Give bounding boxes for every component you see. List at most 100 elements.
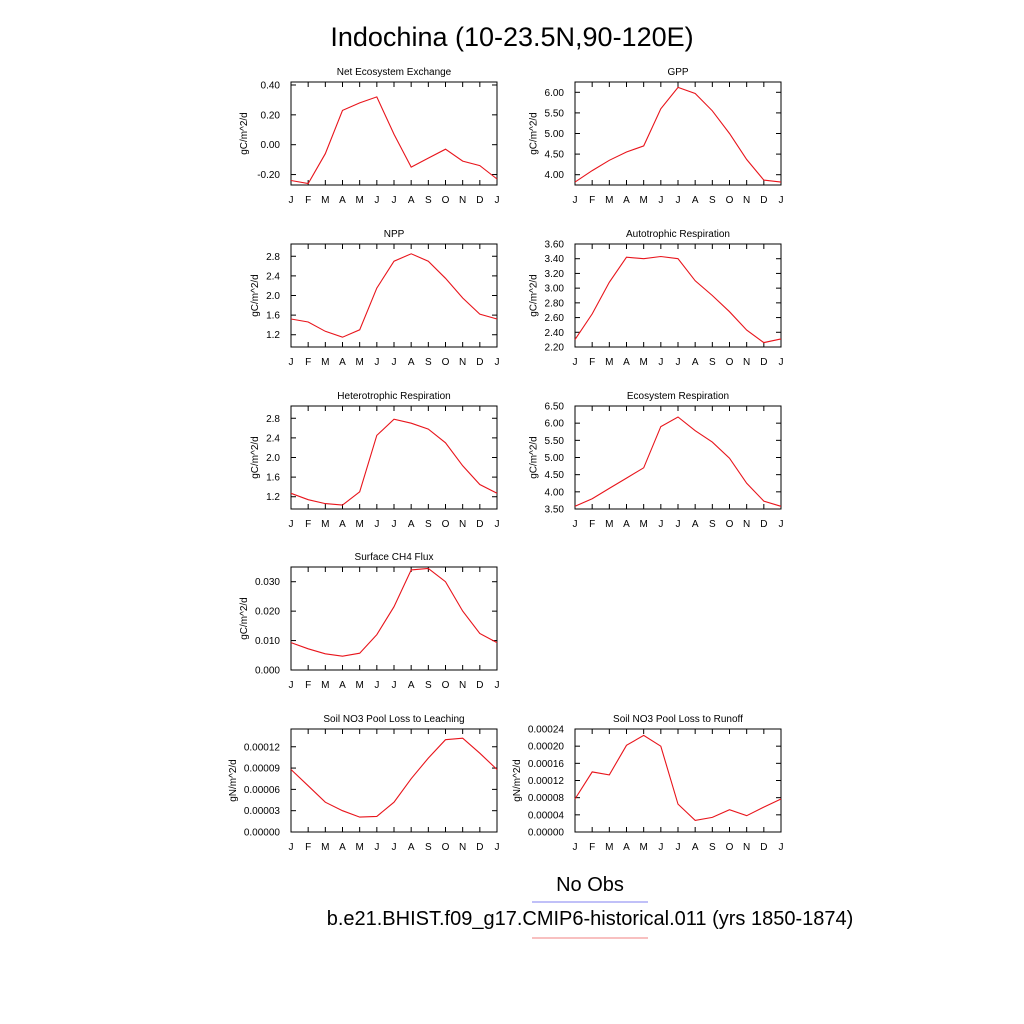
x-tick-label: J: [374, 519, 379, 530]
y-tick-label: 6.50: [545, 402, 565, 413]
x-tick-label: J: [779, 357, 784, 368]
x-tick-label: O: [442, 195, 450, 206]
x-tick-label: J: [779, 195, 784, 206]
legend: No Obs b.e21.BHIST.f09_g17.CMIP6-histori…: [327, 874, 854, 939]
series-line: [290, 567, 498, 657]
x-tick-label: D: [476, 357, 483, 368]
y-tick-label: 0.20: [261, 110, 281, 121]
x-tick-label: S: [425, 195, 432, 206]
x-tick-label: S: [425, 842, 432, 853]
x-tick-label: S: [425, 519, 432, 530]
y-tick-label: 1.6: [266, 311, 280, 322]
x-tick-label: D: [476, 519, 483, 530]
y-tick-label: 0.030: [255, 577, 280, 588]
x-tick-label: S: [709, 357, 716, 368]
y-tick-label: 5.50: [545, 108, 565, 119]
x-tick-label: J: [495, 357, 500, 368]
x-tick-label: J: [495, 680, 500, 691]
plot-frame: [574, 81, 782, 186]
y-tick-label: 3.50: [545, 505, 565, 516]
y-tick-label: 0.010: [255, 636, 280, 647]
x-tick-label: M: [321, 357, 329, 368]
x-tick-label: J: [392, 195, 397, 206]
y-tick-label: 2.4: [266, 433, 280, 444]
series-line: [574, 734, 782, 821]
x-tick-label: N: [459, 195, 466, 206]
y-tick-label: 6.00: [545, 419, 565, 430]
x-tick-label: J: [573, 519, 578, 530]
y-axis-label: gC/m^2/d: [529, 274, 540, 317]
x-tick-label: A: [408, 195, 415, 206]
y-tick-label: 2.60: [545, 313, 565, 324]
y-axis-label: gC/m^2/d: [239, 597, 250, 640]
y-tick-label: 0.000: [255, 666, 280, 677]
y-tick-label: 3.00: [545, 284, 565, 295]
x-tick-label: A: [692, 195, 699, 206]
x-tick-label: O: [726, 357, 734, 368]
x-tick-label: N: [743, 357, 750, 368]
y-tick-label: 3.20: [545, 269, 565, 280]
x-tick-label: M: [639, 842, 647, 853]
x-tick-label: S: [425, 680, 432, 691]
x-tick-label: O: [726, 842, 734, 853]
x-tick-label: O: [726, 195, 734, 206]
y-tick-label: 5.50: [545, 436, 565, 447]
x-tick-label: J: [289, 357, 294, 368]
x-tick-label: A: [339, 195, 346, 206]
y-tick-label: 5.00: [545, 129, 565, 140]
x-tick-label: N: [743, 842, 750, 853]
y-axis-label: gC/m^2/d: [250, 274, 261, 317]
panel-title: Ecosystem Respiration: [627, 391, 729, 402]
x-tick-label: M: [355, 519, 363, 530]
y-tick-label: 0.00006: [244, 785, 281, 796]
panel-title: GPP: [667, 67, 688, 78]
x-tick-label: J: [676, 357, 681, 368]
x-tick-label: A: [408, 680, 415, 691]
x-tick-label: M: [321, 519, 329, 530]
x-tick-label: J: [289, 680, 294, 691]
y-tick-label: 1.6: [266, 473, 280, 484]
x-tick-label: A: [623, 357, 630, 368]
y-axis-label: gN/m^2/d: [512, 759, 523, 802]
x-tick-label: A: [623, 842, 630, 853]
y-tick-label: 2.80: [545, 298, 565, 309]
x-tick-label: D: [476, 680, 483, 691]
y-tick-label: 2.20: [545, 343, 565, 354]
y-axis-label: gC/m^2/d: [239, 112, 250, 155]
y-tick-label: 0.00000: [244, 828, 281, 839]
x-tick-label: A: [339, 357, 346, 368]
y-tick-label: 0.40: [261, 80, 281, 91]
panel-title: Heterotrophic Respiration: [337, 391, 450, 402]
x-tick-label: J: [495, 842, 500, 853]
legend-label-model: b.e21.BHIST.f09_g17.CMIP6-historical.011…: [327, 908, 854, 930]
page-title: Indochina (10-23.5N,90-120E): [330, 22, 693, 52]
y-tick-label: 6.00: [545, 88, 565, 99]
x-tick-label: J: [658, 519, 663, 530]
series-line: [290, 96, 498, 185]
x-tick-label: F: [589, 195, 595, 206]
y-tick-label: 0.00012: [528, 776, 565, 787]
y-tick-label: 0.00000: [528, 828, 565, 839]
x-tick-label: D: [760, 357, 767, 368]
x-tick-label: J: [289, 519, 294, 530]
x-tick-label: J: [658, 195, 663, 206]
x-tick-label: M: [355, 842, 363, 853]
plot-frame: [290, 566, 498, 671]
y-tick-label: 4.50: [545, 470, 565, 481]
y-tick-label: 2.0: [266, 453, 280, 464]
x-tick-label: M: [355, 357, 363, 368]
series-line: [290, 253, 498, 338]
x-tick-label: A: [408, 842, 415, 853]
x-tick-label: F: [589, 357, 595, 368]
x-tick-label: F: [305, 195, 311, 206]
x-tick-label: J: [658, 357, 663, 368]
x-tick-label: A: [692, 357, 699, 368]
